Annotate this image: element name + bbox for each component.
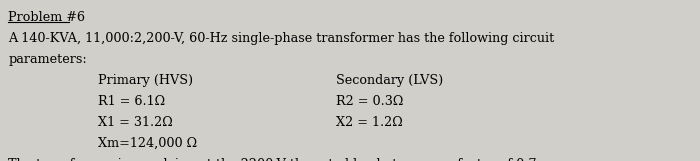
- Text: Primary (HVS): Primary (HVS): [98, 74, 193, 87]
- Text: Secondary (LVS): Secondary (LVS): [336, 74, 443, 87]
- Text: X1 = 31.2Ω: X1 = 31.2Ω: [98, 116, 173, 129]
- Text: X2 = 1.2Ω: X2 = 1.2Ω: [336, 116, 402, 129]
- Text: R1 = 6.1Ω: R1 = 6.1Ω: [98, 95, 165, 108]
- Text: parameters:: parameters:: [8, 53, 88, 66]
- Text: Xm=124,000 Ω: Xm=124,000 Ω: [98, 137, 197, 150]
- Text: Problem #6: Problem #6: [8, 11, 85, 24]
- Text: The transformer is supplying at the 2200-V the rated load at a power factor of 0: The transformer is supplying at the 2200…: [8, 158, 537, 161]
- Text: R2 = 0.3Ω: R2 = 0.3Ω: [336, 95, 403, 108]
- Text: A 140-KVA, 11,000:2,200-V, 60-Hz single-phase transformer has the following circ: A 140-KVA, 11,000:2,200-V, 60-Hz single-…: [8, 32, 554, 45]
